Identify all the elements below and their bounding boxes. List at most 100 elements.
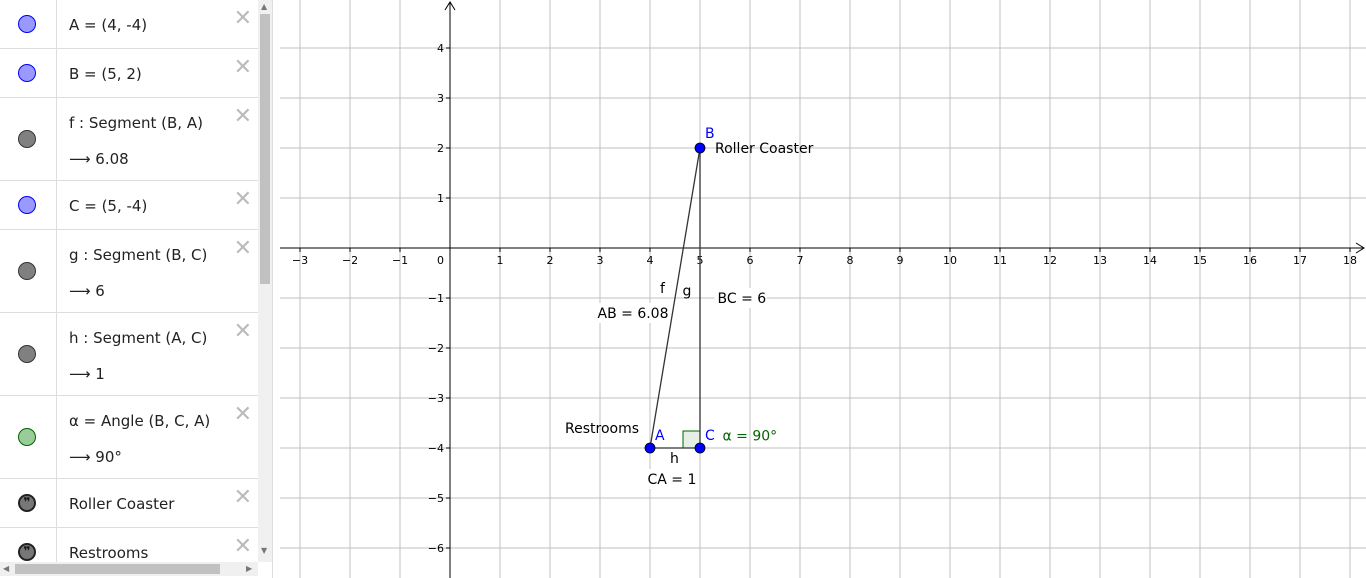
y-tick-label: 2: [437, 142, 444, 155]
x-tick-label: 7: [797, 254, 804, 267]
algebra-item-point-A[interactable]: A = (4, -4) ✕: [0, 0, 258, 49]
visibility-toggle[interactable]: ❞: [0, 479, 57, 527]
point-C[interactable]: [694, 442, 706, 454]
x-tick-label: 3: [597, 254, 604, 267]
text-restrooms: Restrooms: [565, 421, 639, 437]
scrollbar-thumb[interactable]: [15, 564, 220, 574]
visibility-toggle[interactable]: [0, 396, 57, 478]
object-color-icon[interactable]: [18, 345, 36, 363]
x-tick-label: 13: [1093, 254, 1107, 267]
algebra-definition[interactable]: α = Angle (B, C, A): [69, 412, 211, 430]
close-icon[interactable]: ✕: [233, 236, 252, 261]
object-color-icon[interactable]: [18, 130, 36, 148]
y-tick-label: 1: [437, 192, 444, 205]
angle-label: α = 90°: [723, 429, 778, 445]
point-C-label: C: [705, 428, 715, 444]
close-icon[interactable]: ✕: [233, 485, 252, 510]
x-tick-label: 15: [1193, 254, 1207, 267]
y-tick-label: −4: [428, 442, 444, 455]
x-tick-label: 8: [847, 254, 854, 267]
y-tick-label: −5: [428, 492, 444, 505]
algebra-value: ⟶ 90°: [69, 448, 122, 466]
scroll-down-icon[interactable]: ▼: [261, 546, 268, 555]
visibility-toggle[interactable]: [0, 181, 57, 229]
x-tick-label: 16: [1243, 254, 1257, 267]
x-tick-label: 10: [943, 254, 957, 267]
algebra-item-text-roller-coaster[interactable]: ❞ Roller Coaster ✕: [0, 479, 258, 528]
object-color-icon[interactable]: [18, 15, 36, 33]
scroll-right-icon[interactable]: ▶: [246, 564, 253, 573]
object-color-icon[interactable]: [18, 428, 36, 446]
algebra-definition[interactable]: B = (5, 2): [69, 65, 142, 83]
object-color-icon[interactable]: [18, 196, 36, 214]
visibility-toggle[interactable]: ❞: [0, 528, 57, 562]
text-object-icon[interactable]: ❞: [18, 494, 36, 512]
algebra-item-segment-h[interactable]: h : Segment (A, C) ⟶ 1 ✕: [0, 313, 258, 396]
algebra-value: ⟶ 1: [69, 365, 105, 383]
close-icon[interactable]: ✕: [233, 534, 252, 559]
algebra-item-point-C[interactable]: C = (5, -4) ✕: [0, 181, 258, 230]
close-icon[interactable]: ✕: [233, 319, 252, 344]
close-icon[interactable]: ✕: [233, 402, 252, 427]
segment-g-label: g: [683, 284, 692, 300]
horizontal-scrollbar[interactable]: ◀ ▶: [0, 562, 258, 576]
y-tick-label: 3: [437, 92, 444, 105]
visibility-toggle[interactable]: [0, 49, 57, 97]
visibility-toggle[interactable]: [0, 313, 57, 395]
segment-h-label: h: [670, 451, 679, 467]
algebra-definition[interactable]: g : Segment (B, C): [69, 246, 208, 264]
algebra-definition[interactable]: Restrooms: [69, 544, 149, 562]
point-B[interactable]: [694, 142, 706, 154]
text-roller-coaster: Roller Coaster: [715, 141, 814, 157]
point-B-label: B: [705, 126, 715, 142]
close-icon[interactable]: ✕: [233, 55, 252, 80]
scroll-up-icon[interactable]: ▲: [261, 2, 268, 11]
y-tick-label: −3: [428, 392, 444, 405]
algebra-item-segment-g[interactable]: g : Segment (B, C) ⟶ 6 ✕: [0, 230, 258, 313]
object-color-icon[interactable]: [18, 64, 36, 82]
algebra-value: ⟶ 6.08: [69, 150, 129, 168]
algebra-view: A = (4, -4) ✕ B = (5, 2) ✕ f : Segment (B, A…: [0, 0, 258, 562]
graphics-view[interactable]: −3−2−11234567891011121314151617184321−1−…: [280, 0, 1366, 578]
visibility-toggle[interactable]: [0, 230, 57, 312]
visibility-toggle[interactable]: [0, 98, 57, 180]
algebra-item-segment-f[interactable]: f : Segment (B, A) ⟶ 6.08 ✕: [0, 98, 258, 181]
view-divider[interactable]: [272, 0, 281, 578]
x-tick-label: −3: [292, 254, 308, 267]
algebra-definition[interactable]: C = (5, -4): [69, 197, 148, 215]
algebra-definition[interactable]: h : Segment (A, C): [69, 329, 208, 347]
segment-g-value-bg: [714, 288, 767, 308]
y-tick-label: 4: [437, 42, 444, 55]
segment-f-value: AB = 6.08: [598, 306, 669, 322]
x-tick-label: 18: [1343, 254, 1357, 267]
algebra-definition[interactable]: Roller Coaster: [69, 495, 175, 513]
point-A-label: A: [655, 428, 665, 444]
vertical-scrollbar[interactable]: ▲ ▼: [258, 0, 272, 562]
close-icon[interactable]: ✕: [233, 104, 252, 129]
segment-f-label: f: [660, 281, 666, 297]
text-object-icon[interactable]: ❞: [18, 543, 36, 561]
scrollbar-thumb[interactable]: [260, 14, 270, 284]
object-color-icon[interactable]: [18, 262, 36, 280]
x-tick-label: 4: [647, 254, 654, 267]
close-icon[interactable]: ✕: [233, 187, 252, 212]
y-tick-label: −6: [428, 542, 444, 555]
algebra-value: ⟶ 6: [69, 282, 105, 300]
algebra-definition[interactable]: f : Segment (B, A): [69, 114, 203, 132]
close-icon[interactable]: ✕: [233, 6, 252, 31]
x-tick-label: 9: [897, 254, 904, 267]
x-tick-label: 14: [1143, 254, 1157, 267]
scroll-left-icon[interactable]: ◀: [3, 564, 10, 573]
algebra-item-text-restrooms[interactable]: ❞ Restrooms ✕: [0, 528, 258, 562]
x-tick-label: 11: [993, 254, 1007, 267]
algebra-item-point-B[interactable]: B = (5, 2) ✕: [0, 49, 258, 98]
algebra-item-angle-alpha[interactable]: α = Angle (B, C, A) ⟶ 90° ✕: [0, 396, 258, 479]
visibility-toggle[interactable]: [0, 0, 57, 48]
algebra-definition[interactable]: A = (4, -4): [69, 16, 148, 34]
origin-label: 0: [437, 254, 444, 267]
segment-f-value-bg: [594, 303, 669, 323]
segment-g-value: BC = 6: [718, 291, 767, 307]
x-tick-label: 17: [1293, 254, 1307, 267]
point-A[interactable]: [644, 442, 656, 454]
y-tick-label: −1: [428, 292, 444, 305]
